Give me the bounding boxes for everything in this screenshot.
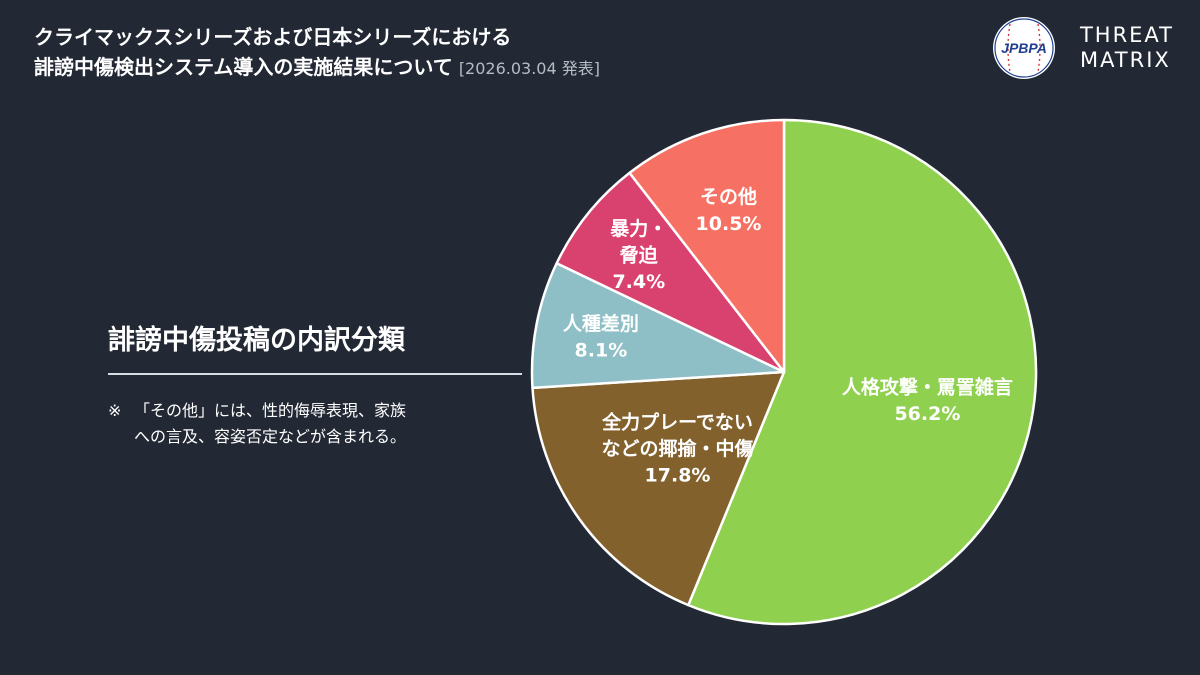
pie-slice-4-value: 10.5% bbox=[696, 213, 762, 235]
pie-slice-1-label: 全力プレーでない bbox=[601, 410, 753, 433]
title-line-2: 誹謗中傷検出システム導入の実施結果について [2026.03.04 発表] bbox=[34, 52, 600, 84]
jpbpa-logo: JPBPA bbox=[992, 17, 1055, 79]
pie-slice-1 bbox=[531, 370, 786, 607]
title-line-2-text: 誹謗中傷検出システム導入の実施結果について bbox=[34, 55, 453, 79]
pie-slice-3-label: 脅迫 bbox=[619, 244, 658, 267]
logos: JPBPA THREAT MATRIX bbox=[992, 16, 1174, 80]
note-mark: ※ bbox=[108, 401, 122, 420]
footnote: ※ 「その他」には、性的侮辱表現、家族 への言及、容姿否定などが含まれる。 bbox=[108, 398, 508, 450]
note-line-1: 「その他」には、性的侮辱表現、家族 bbox=[134, 401, 407, 420]
pie-slice-1-label: などの揶揄・中傷 bbox=[601, 437, 753, 460]
note-line-2: への言及、容姿否定などが含まれる。 bbox=[134, 427, 407, 446]
pie-slice-3-value: 7.4% bbox=[612, 271, 665, 293]
threat-matrix-line1: THREAT bbox=[1079, 23, 1174, 47]
pie-slice-1-value: 17.8% bbox=[645, 465, 711, 487]
pie-slice-4 bbox=[628, 118, 786, 374]
pie-slice-2 bbox=[530, 262, 786, 390]
pie-slice-2-label: 人種差別 bbox=[563, 312, 639, 335]
threat-matrix-logo: THREAT MATRIX bbox=[1080, 23, 1174, 73]
divider bbox=[108, 373, 522, 375]
title-line-1: クライマックスシリーズおよび日本シリーズにおける bbox=[34, 25, 512, 49]
pie-slice-2-value: 8.1% bbox=[575, 339, 628, 361]
announcement-date: [2026.03.04 発表] bbox=[458, 59, 600, 78]
pie-slice-0-label: 人格攻撃・罵詈雑言 bbox=[842, 376, 1013, 399]
pie-slice-3 bbox=[555, 171, 786, 374]
pie-slice-0-value: 56.2% bbox=[894, 403, 960, 425]
header: クライマックスシリーズおよび日本シリーズにおける 誹謗中傷検出システム導入の実施… bbox=[34, 22, 600, 84]
pie-slice-0 bbox=[687, 118, 1038, 626]
pie-slice-4-label: その他 bbox=[700, 185, 757, 208]
pie-slice-3-label: 暴力・ bbox=[610, 217, 667, 240]
chart-subtitle: 誹謗中傷投稿の内訳分類 bbox=[108, 325, 405, 356]
threat-matrix-line2: MATRIX bbox=[1079, 48, 1171, 72]
jpbpa-logo-text: JPBPA bbox=[1001, 40, 1047, 56]
